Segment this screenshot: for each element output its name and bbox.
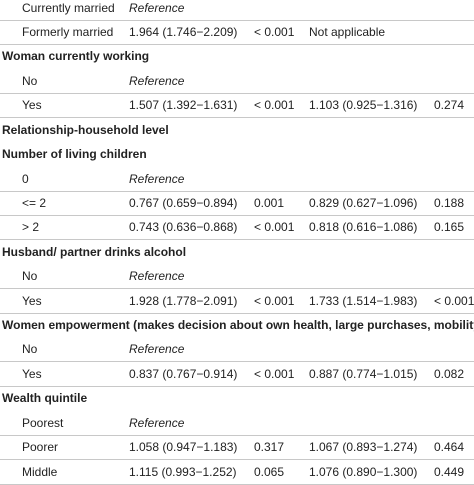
p-value-model-2: 0.082 xyxy=(434,367,465,381)
table-row: Middle 1.115 (0.993−1.252) 0.065 1.076 (0.8… xyxy=(0,460,474,485)
table-row: Currently married Reference xyxy=(0,0,474,21)
row-label: No xyxy=(22,269,38,283)
odds-ratio-model-2: 1.733 (1.514−1.983) xyxy=(309,294,418,308)
odds-ratio-model-1: Reference xyxy=(129,269,185,283)
odds-ratio-model-1: 1.928 (1.778−2.091) xyxy=(129,294,238,308)
odds-ratio-model-2: 0.818 (0.616−1.086) xyxy=(309,220,418,234)
row-label: Yes xyxy=(22,294,42,308)
section-header-label: Woman currently working xyxy=(2,49,150,63)
section-header: Relationship-household level xyxy=(0,118,474,142)
row-label: No xyxy=(22,342,38,356)
p-value-model-1: < 0.001 xyxy=(254,220,295,234)
p-value-model-2: 0.449 xyxy=(434,465,465,479)
odds-ratio-model-2: 0.887 (0.774−1.015) xyxy=(309,367,418,381)
table-row: No Reference xyxy=(0,264,474,289)
odds-ratio-model-1: 0.743 (0.636−0.868) xyxy=(129,220,238,234)
odds-ratio-model-1: Reference xyxy=(129,342,185,356)
p-value-model-2: 0.165 xyxy=(434,220,465,234)
table-row: Formerly married 1.964 (1.746−2.209) < 0.0… xyxy=(0,20,474,45)
odds-ratio-model-1: Reference xyxy=(129,1,185,15)
p-value-model-2: 0.274 xyxy=(434,98,465,112)
odds-ratio-model-1: 1.507 (1.392−1.631) xyxy=(129,98,238,112)
odds-ratio-model-1: Reference xyxy=(129,74,185,88)
odds-ratio-model-2: 1.103 (0.925−1.316) xyxy=(309,98,418,112)
section-header-label: Women empowerment (makes decision about … xyxy=(2,318,474,332)
section-header-label: Relationship-household level xyxy=(2,123,169,137)
table-row: Yes 0.837 (0.767−0.914) < 0.001 0.887 (0.77… xyxy=(0,362,474,387)
row-label: > 2 xyxy=(22,220,40,234)
odds-ratio-model-1: 0.767 (0.659−0.894) xyxy=(129,196,238,210)
table-row: Yes 1.507 (1.392−1.631) < 0.001 1.103 (0.92… xyxy=(0,93,474,118)
odds-ratio-model-1: 1.115 (0.993−1.252) xyxy=(129,465,237,479)
table-row: Poorer 1.058 (0.947−1.183) 0.317 1.067 (0.8… xyxy=(0,435,474,460)
section-header: Number of living children xyxy=(0,142,474,166)
table-row: Yes 1.928 (1.778−2.091) < 0.001 1.733 (1.51… xyxy=(0,289,474,314)
p-value-model-1: < 0.001 xyxy=(254,367,295,381)
odds-ratio-model-2: 1.067 (0.893−1.274) xyxy=(309,440,418,454)
table-row: Poorest Reference xyxy=(0,411,474,436)
odds-ratio-model-1: 1.058 (0.947−1.183) xyxy=(129,440,238,454)
row-label: Formerly married xyxy=(22,25,114,39)
table-row: <= 2 0.767 (0.659−0.894) 0.001 0.829 (0.627… xyxy=(0,191,474,216)
p-value-model-2: 0.464 xyxy=(434,440,465,454)
section-header: Husband/ partner drinks alcohol xyxy=(0,240,474,264)
p-value-model-2: 0.188 xyxy=(434,196,465,210)
row-label: Middle xyxy=(22,465,58,479)
p-value-model-2: < 0.001 xyxy=(434,294,474,308)
odds-ratio-model-2: 1.076 (0.890−1.300) xyxy=(309,465,418,479)
odds-ratio-model-1: 1.964 (1.746−2.209) xyxy=(129,25,238,39)
row-label: Yes xyxy=(22,98,42,112)
p-value-model-1: < 0.001 xyxy=(254,294,295,308)
section-header-label: Number of living children xyxy=(2,147,147,161)
row-label: <= 2 xyxy=(22,196,47,210)
p-value-model-1: 0.001 xyxy=(254,196,285,210)
row-label: Currently married xyxy=(22,1,115,15)
table-row: No Reference xyxy=(0,69,474,94)
odds-ratio-model-2: Not applicable xyxy=(309,25,386,39)
section-header: Wealth quintile xyxy=(0,386,474,410)
section-header-label: Husband/ partner drinks alcohol xyxy=(2,245,187,259)
table-row: No Reference xyxy=(0,337,474,362)
odds-ratio-model-1: Reference xyxy=(129,416,185,430)
row-label: No xyxy=(22,74,38,88)
odds-ratio-model-2: 0.829 (0.627−1.096) xyxy=(309,196,418,210)
p-value-model-1: < 0.001 xyxy=(254,98,295,112)
row-label: Yes xyxy=(22,367,42,381)
row-label: 0 xyxy=(22,172,29,186)
row-label: Poorer xyxy=(22,440,59,454)
row-label: Poorest xyxy=(22,416,64,430)
p-value-model-1: 0.317 xyxy=(254,440,285,454)
table-row: > 2 0.743 (0.636−0.868) < 0.001 0.818 (0.61… xyxy=(0,215,474,240)
section-header: Woman currently working xyxy=(0,44,474,68)
p-value-model-1: 0.065 xyxy=(254,465,285,479)
table-row: 0 Reference xyxy=(0,167,474,192)
odds-ratio-model-1: Reference xyxy=(129,172,185,186)
p-value-model-1: < 0.001 xyxy=(254,25,295,39)
section-header-label: Wealth quintile xyxy=(2,391,88,405)
section-header: Women empowerment (makes decision about … xyxy=(0,313,474,337)
odds-ratio-model-1: 0.837 (0.767−0.914) xyxy=(129,367,238,381)
